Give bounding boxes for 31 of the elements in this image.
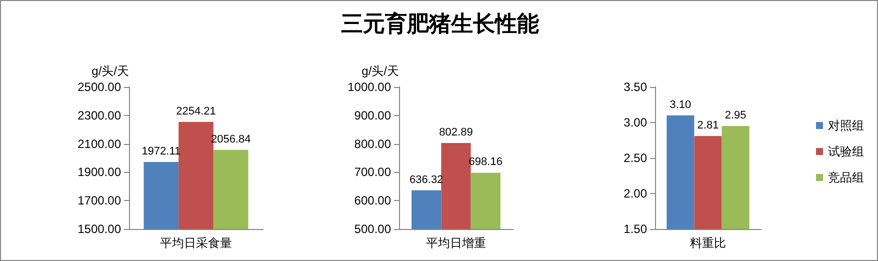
y-tick-label: 800.00 xyxy=(354,136,392,151)
x-tick-label: 平均日采食量 xyxy=(160,236,232,250)
chart-title: 三元育肥猪生长性能 xyxy=(341,11,539,36)
legend-label: 对照组 xyxy=(828,118,864,132)
x-tick-label: 料重比 xyxy=(690,236,726,250)
y-tick-label: 2.50 xyxy=(624,151,648,165)
y-tick-label: 2100.00 xyxy=(78,136,122,151)
legend-label: 试验组 xyxy=(828,144,864,158)
y-tick-label: 600.00 xyxy=(354,194,392,208)
y-tick-label: 500.00 xyxy=(354,222,392,236)
y-axis-title: g/头/天 xyxy=(362,64,399,78)
y-tick-label: 2300.00 xyxy=(78,108,122,122)
y-tick-label: 3.00 xyxy=(624,116,648,130)
y-tick-label: 1900.00 xyxy=(78,165,122,180)
data-label: 3.10 xyxy=(670,98,692,111)
y-tick-label: 1500.00 xyxy=(78,222,122,236)
y-tick-label: 2500.00 xyxy=(78,80,122,94)
y-tick-label: 1000.00 xyxy=(348,80,392,94)
y-tick-label: 1700.00 xyxy=(78,194,122,208)
y-tick-label: 2.00 xyxy=(624,186,648,200)
data-label: 802.89 xyxy=(439,126,473,138)
y-tick-label: 3.50 xyxy=(624,80,648,94)
y-axis-title: g/头/天 xyxy=(92,64,129,78)
legend-label: 竞品组 xyxy=(828,170,864,184)
data-label: 2.81 xyxy=(697,119,719,132)
data-label: 2254.21 xyxy=(176,105,216,118)
data-label: 2.95 xyxy=(724,110,746,122)
y-tick-label: 700.00 xyxy=(354,165,392,180)
y-tick-label: 900.00 xyxy=(354,108,392,122)
y-tick-label: 1.50 xyxy=(624,222,648,236)
x-tick-label: 平均日增重 xyxy=(426,236,486,250)
